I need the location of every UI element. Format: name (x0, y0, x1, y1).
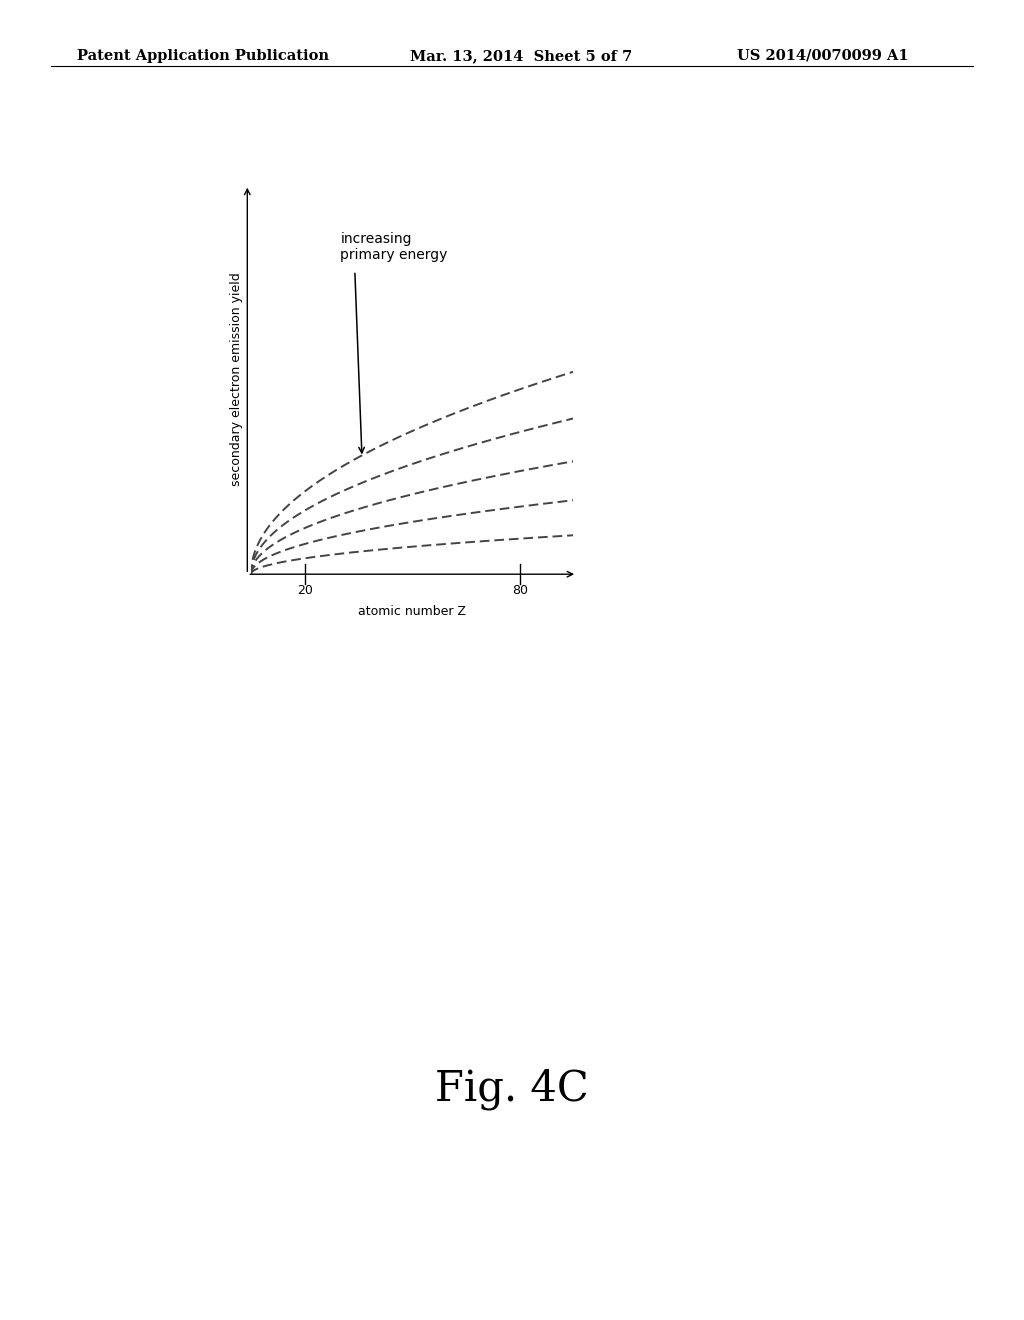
X-axis label: atomic number Z: atomic number Z (358, 606, 466, 618)
Text: Fig. 4C: Fig. 4C (435, 1068, 589, 1110)
Y-axis label: secondary electron emission yield: secondary electron emission yield (229, 273, 243, 486)
Text: increasing
primary energy: increasing primary energy (340, 231, 447, 261)
Text: Patent Application Publication: Patent Application Publication (77, 49, 329, 63)
Text: Mar. 13, 2014  Sheet 5 of 7: Mar. 13, 2014 Sheet 5 of 7 (410, 49, 632, 63)
Text: US 2014/0070099 A1: US 2014/0070099 A1 (737, 49, 909, 63)
